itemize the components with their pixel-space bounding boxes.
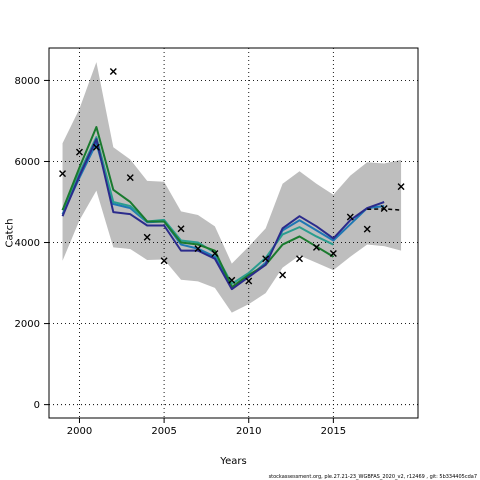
series-line-2 [61,136,334,285]
observation-point [126,174,134,182]
confidence-band [62,62,402,313]
observation-point [143,233,151,241]
observation-point [92,143,100,151]
series-line-4 [61,138,385,291]
observation-point [109,68,117,75]
y-axis-label: Catch [5,219,16,248]
plot-frame [48,47,419,419]
y-tick-label: 0 [34,400,40,411]
observation-point [329,249,337,257]
observation-point [75,148,83,156]
observation-point [346,213,354,221]
y-tick-label: 6000 [15,157,40,168]
x-tick-label: 2015 [321,426,346,437]
y-tick-label: 4000 [15,238,40,249]
y-tick-label: 2000 [15,319,40,330]
observation-point [194,245,202,253]
observation-point [160,257,168,265]
observation-point [262,255,270,263]
confidence-band-layer [62,62,402,313]
x-axis-label: Years [219,456,246,467]
observation-point [397,183,405,191]
observation-point [279,271,287,279]
observation-point [312,243,320,251]
x-tick-label: 2005 [151,426,176,437]
observation-point [296,255,304,263]
observation-point [59,170,67,178]
observation-point [211,249,219,257]
observation-point [380,204,388,212]
source-note: stockassessment.org, ple.27.21-23_WGBFAS… [268,474,477,480]
grid-layer [49,48,418,418]
y-tick-label: 8000 [15,76,40,87]
x-tick-label: 2000 [67,426,92,437]
observation-point [363,225,371,233]
axis-layer: 2000 2005 2010 2015 0 2000 4000 6000 8000 [15,76,347,437]
series-layer [61,126,402,291]
series-line-3 [61,126,334,289]
x-tick-label: 2010 [236,426,261,437]
observation-point [177,225,185,233]
observation-layer [59,68,405,285]
observation-point [228,276,236,284]
observation-point [245,277,253,285]
